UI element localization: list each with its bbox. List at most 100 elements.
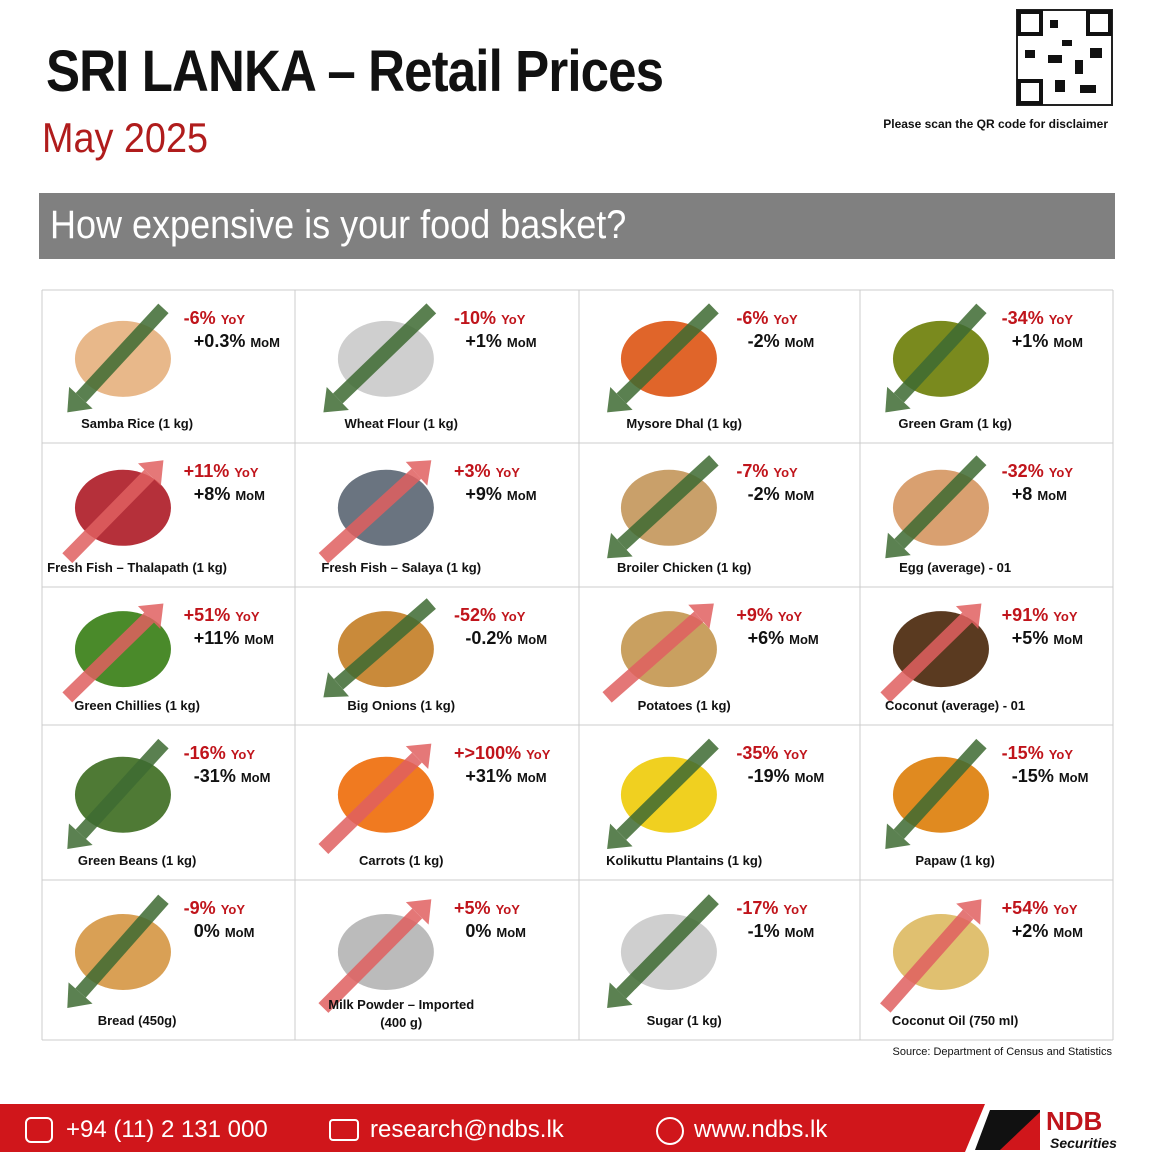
yoy-change: +>100% YoY [454,743,550,764]
mom-change: -2% MoM [748,484,815,505]
yoy-change: +51% YoY [184,605,260,626]
yoy-value: -6% [736,308,769,328]
item-name: Coconut (average) - 01 [885,698,1026,713]
item-name: Milk Powder – Imported (400 g) [328,997,475,1030]
mom-label: MoM [784,925,815,940]
mom-label: MoM [516,770,547,785]
mom-value: -19% [747,766,790,786]
item-name: Wheat Flour (1 kg) [344,416,458,431]
trend-arrow [75,738,169,839]
yoy-change: +9% YoY [736,605,802,626]
item-name: Bread (450g) [97,1013,177,1028]
brand: NDB [1046,1106,1103,1136]
yoy-value: -52% [454,605,497,625]
yoy-label: YoY [1048,465,1074,480]
mom-value: +6% [747,628,785,648]
mom-label: MoM [244,632,274,647]
yoy-change: -6% YoY [736,308,797,329]
trend-arrow-head [607,982,633,1008]
mom-change: -15% MoM [1012,766,1089,787]
mom-change: -31% MoM [194,766,271,787]
mom-label: MoM [517,632,548,647]
yoy-value: +>100% [454,743,522,763]
yoy-label: YoY [783,902,808,917]
yoy-label: YoY [220,312,246,327]
trend-arrow-head [405,743,432,770]
item-name: Green Gram (1 kg) [898,416,1012,431]
item-name: Mysore Dhal (1 kg) [626,416,742,431]
trend-arrow-head [607,823,633,849]
yoy-value: +9% [736,605,773,625]
mom-value: -1% [747,921,780,941]
yoy-value: +91% [1001,605,1049,625]
mom-label: MoM [224,925,255,940]
trend-arrow [602,611,704,703]
yoy-change: -10% YoY [454,308,525,329]
yoy-change: -16% YoY [184,743,255,764]
mom-value: -15% [1011,766,1054,786]
yoy-label: YoY [777,609,803,624]
mom-value: +1% [1011,331,1049,351]
mom-label: MoM [240,770,271,785]
trend-arrow [893,303,987,403]
subtitle: May 2025 [42,114,209,161]
trend-arrow-head [67,823,93,849]
yoy-value: -16% [183,743,226,763]
trend-arrow [318,752,422,855]
trend-arrow-head [885,532,911,559]
yoy-value: +11% [183,461,230,481]
mom-change: -2% MoM [748,331,815,352]
trend-arrow [894,455,987,549]
mom-label: MoM [789,632,819,647]
mom-value: +5% [1011,628,1049,648]
item-name: Fresh Fish – Thalapath (1 kg) [47,560,228,575]
item-name: Fresh Fish – Salaya (1 kg) [321,560,482,575]
source: Source: Department of Census and Statist… [892,1046,1113,1058]
yoy-change: -17% YoY [736,898,807,919]
trend-arrow-head [607,532,633,559]
yoy-label: YoY [1053,902,1078,917]
trend-arrow-head [885,823,911,849]
yoy-label: YoY [234,465,259,480]
mom-change: 0% MoM [194,921,255,942]
item-name: Samba Rice (1 kg) [81,416,194,431]
yoy-label: YoY [495,465,520,480]
item-name: Coconut Oil (750 ml) [891,1013,1019,1028]
yoy-value: -15% [1001,743,1044,763]
yoy-label: YoY [501,312,526,327]
yoy-value: +51% [183,605,231,625]
mom-value: +9% [465,484,502,504]
mom-change: +0.3% MoM [194,331,280,352]
item-name: Carrots (1 kg) [358,853,444,868]
mom-change: +8 MoM [1012,484,1067,505]
yoy-value: -10% [454,308,497,328]
yoy-label: YoY [773,465,798,480]
mom-label: MoM [784,488,815,503]
item-name: Big Onions (1 kg) [347,698,456,713]
phone: +94 (11) 2 131 000 [66,1116,268,1143]
item-name: Green Beans (1 kg) [77,853,197,868]
yoy-change: -52% YoY [454,605,525,626]
mom-value: +8% [193,484,231,504]
item-name: Kolikuttu Plantains (1 kg) [606,853,763,868]
yoy-label: YoY [220,902,246,917]
item-name: Papaw (1 kg) [915,853,995,868]
yoy-label: YoY [1053,609,1078,624]
trend-arrow-head [323,387,349,413]
trend-arrow-head [885,386,911,413]
yoy-label: YoY [1048,747,1074,762]
trend-arrow [617,455,719,550]
trend-arrow-head [405,899,432,925]
mom-change: +9% MoM [465,484,536,505]
trend-arrow [616,894,719,999]
mom-value: +2% [1011,921,1049,941]
mom-value: 0% [465,921,492,941]
mom-change: 0% MoM [465,921,526,942]
yoy-change: +5% YoY [454,898,520,919]
trend-arrow-head [137,603,164,629]
mom-value: -0.2% [465,628,513,648]
trend-arrow [62,612,155,703]
yoy-value: -7% [736,461,769,481]
trend-arrow [332,303,437,404]
